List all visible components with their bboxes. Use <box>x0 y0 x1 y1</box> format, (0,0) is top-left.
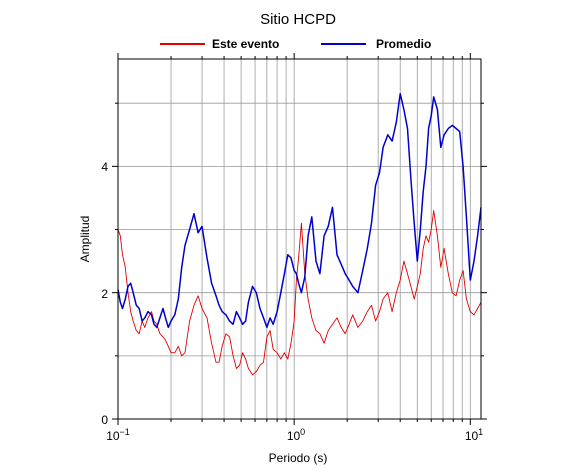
legend-label-este-evento: Este evento <box>212 37 279 51</box>
ticks <box>112 53 487 425</box>
grid <box>118 59 481 419</box>
y-axis-label: Amplitud <box>78 216 92 263</box>
legend-label-promedio: Promedio <box>376 37 431 51</box>
x-tick-label: 10−1 <box>106 427 130 443</box>
plot-area <box>112 53 487 425</box>
x-tick-label: 100 <box>287 427 305 443</box>
legend: Este evento Promedio <box>160 37 431 51</box>
series-line-promedio <box>117 92 482 329</box>
y-tick-label: 0 <box>101 413 108 427</box>
y-tick-labels: 0 2 4 <box>101 160 108 427</box>
y-tick-label: 4 <box>101 160 108 174</box>
x-axis-label: Periodo (s) <box>269 451 328 465</box>
plot-frame <box>117 58 482 420</box>
x-tick-labels: 10−1 100 101 <box>106 427 483 443</box>
y-tick-label: 2 <box>101 287 108 301</box>
x-tick-label: 101 <box>465 427 483 443</box>
chart-title: Sitio HCPD <box>260 11 336 28</box>
series-layer <box>117 92 482 376</box>
series-line-este-evento <box>117 210 482 376</box>
